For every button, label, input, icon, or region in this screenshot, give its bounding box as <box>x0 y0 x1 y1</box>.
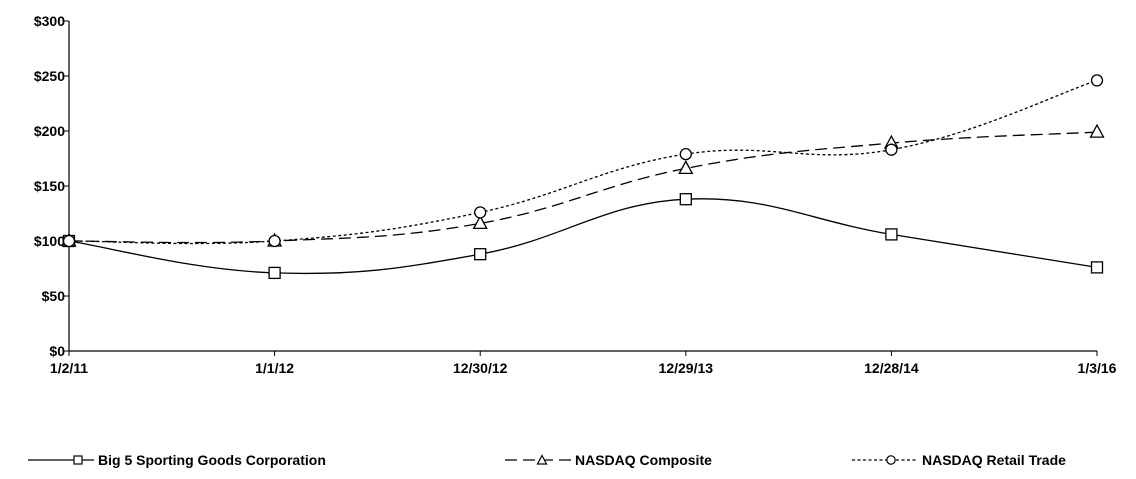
data-point-circle <box>1090 74 1104 87</box>
y-tick-label: $200 <box>34 123 65 139</box>
data-point-circle <box>474 206 487 219</box>
data-point-triangle <box>678 160 694 175</box>
line-chart: $0 $50 $100 $150 $200 $250 $300 1/2/11 1/1/12 12… <box>34 13 1117 376</box>
data-point-triangle <box>472 215 488 230</box>
x-tick-label: 12/29/13 <box>659 360 714 376</box>
data-point-square <box>1090 261 1104 274</box>
y-tick-label: $150 <box>34 178 65 194</box>
chart-legend: Big 5 Sporting Goods Corporation NASDAQ … <box>0 448 1136 472</box>
series-markers <box>61 74 1105 280</box>
x-tick-label: 12/28/14 <box>864 360 919 376</box>
x-tick-label: 12/30/12 <box>453 360 508 376</box>
x-tick-label: 1/1/12 <box>255 360 294 376</box>
y-tick-label: $250 <box>34 68 65 84</box>
legend-swatch-square <box>28 455 94 465</box>
legend-item-big5: Big 5 Sporting Goods Corporation <box>28 448 326 472</box>
series-line-0 <box>68 198 1098 275</box>
legend-item-nasdaq-composite: NASDAQ Composite <box>505 448 712 472</box>
x-tick-label: 1/3/16 <box>1078 360 1117 376</box>
data-point-circle <box>62 234 76 248</box>
data-point-circle <box>679 147 692 161</box>
chart-axes <box>64 20 1098 356</box>
data-point-triangle <box>1089 123 1105 138</box>
legend-label-nasdaq-retail: NASDAQ Retail Trade <box>922 452 1066 468</box>
data-point-circle <box>885 143 898 156</box>
y-tick-label: $0 <box>49 343 65 359</box>
legend-swatch-circle <box>852 455 918 465</box>
y-tick-label: $50 <box>42 288 66 304</box>
y-tick-label: $100 <box>34 233 65 249</box>
series-line-2 <box>68 79 1098 245</box>
legend-swatch-triangle <box>505 454 571 465</box>
data-point-square <box>885 228 898 241</box>
legend-item-nasdaq-retail: NASDAQ Retail Trade <box>852 448 1066 472</box>
data-point-square <box>474 248 487 261</box>
series-lines <box>68 79 1098 275</box>
y-axis-tick-labels: $0 $50 $100 $150 $200 $250 $300 <box>34 13 65 359</box>
legend-label-nasdaq-composite: NASDAQ Composite <box>575 452 712 468</box>
data-point-square <box>268 266 281 280</box>
x-tick-label: 1/2/11 <box>50 360 88 376</box>
legend-label-big5: Big 5 Sporting Goods Corporation <box>98 452 326 468</box>
data-point-circle <box>268 234 281 248</box>
y-tick-label: $300 <box>34 13 65 29</box>
series-line-1 <box>68 131 1098 244</box>
data-point-square <box>679 193 692 206</box>
x-axis-tick-labels: 1/2/11 1/1/12 12/30/12 12/29/13 12/28/14 1/3/… <box>50 360 1117 376</box>
